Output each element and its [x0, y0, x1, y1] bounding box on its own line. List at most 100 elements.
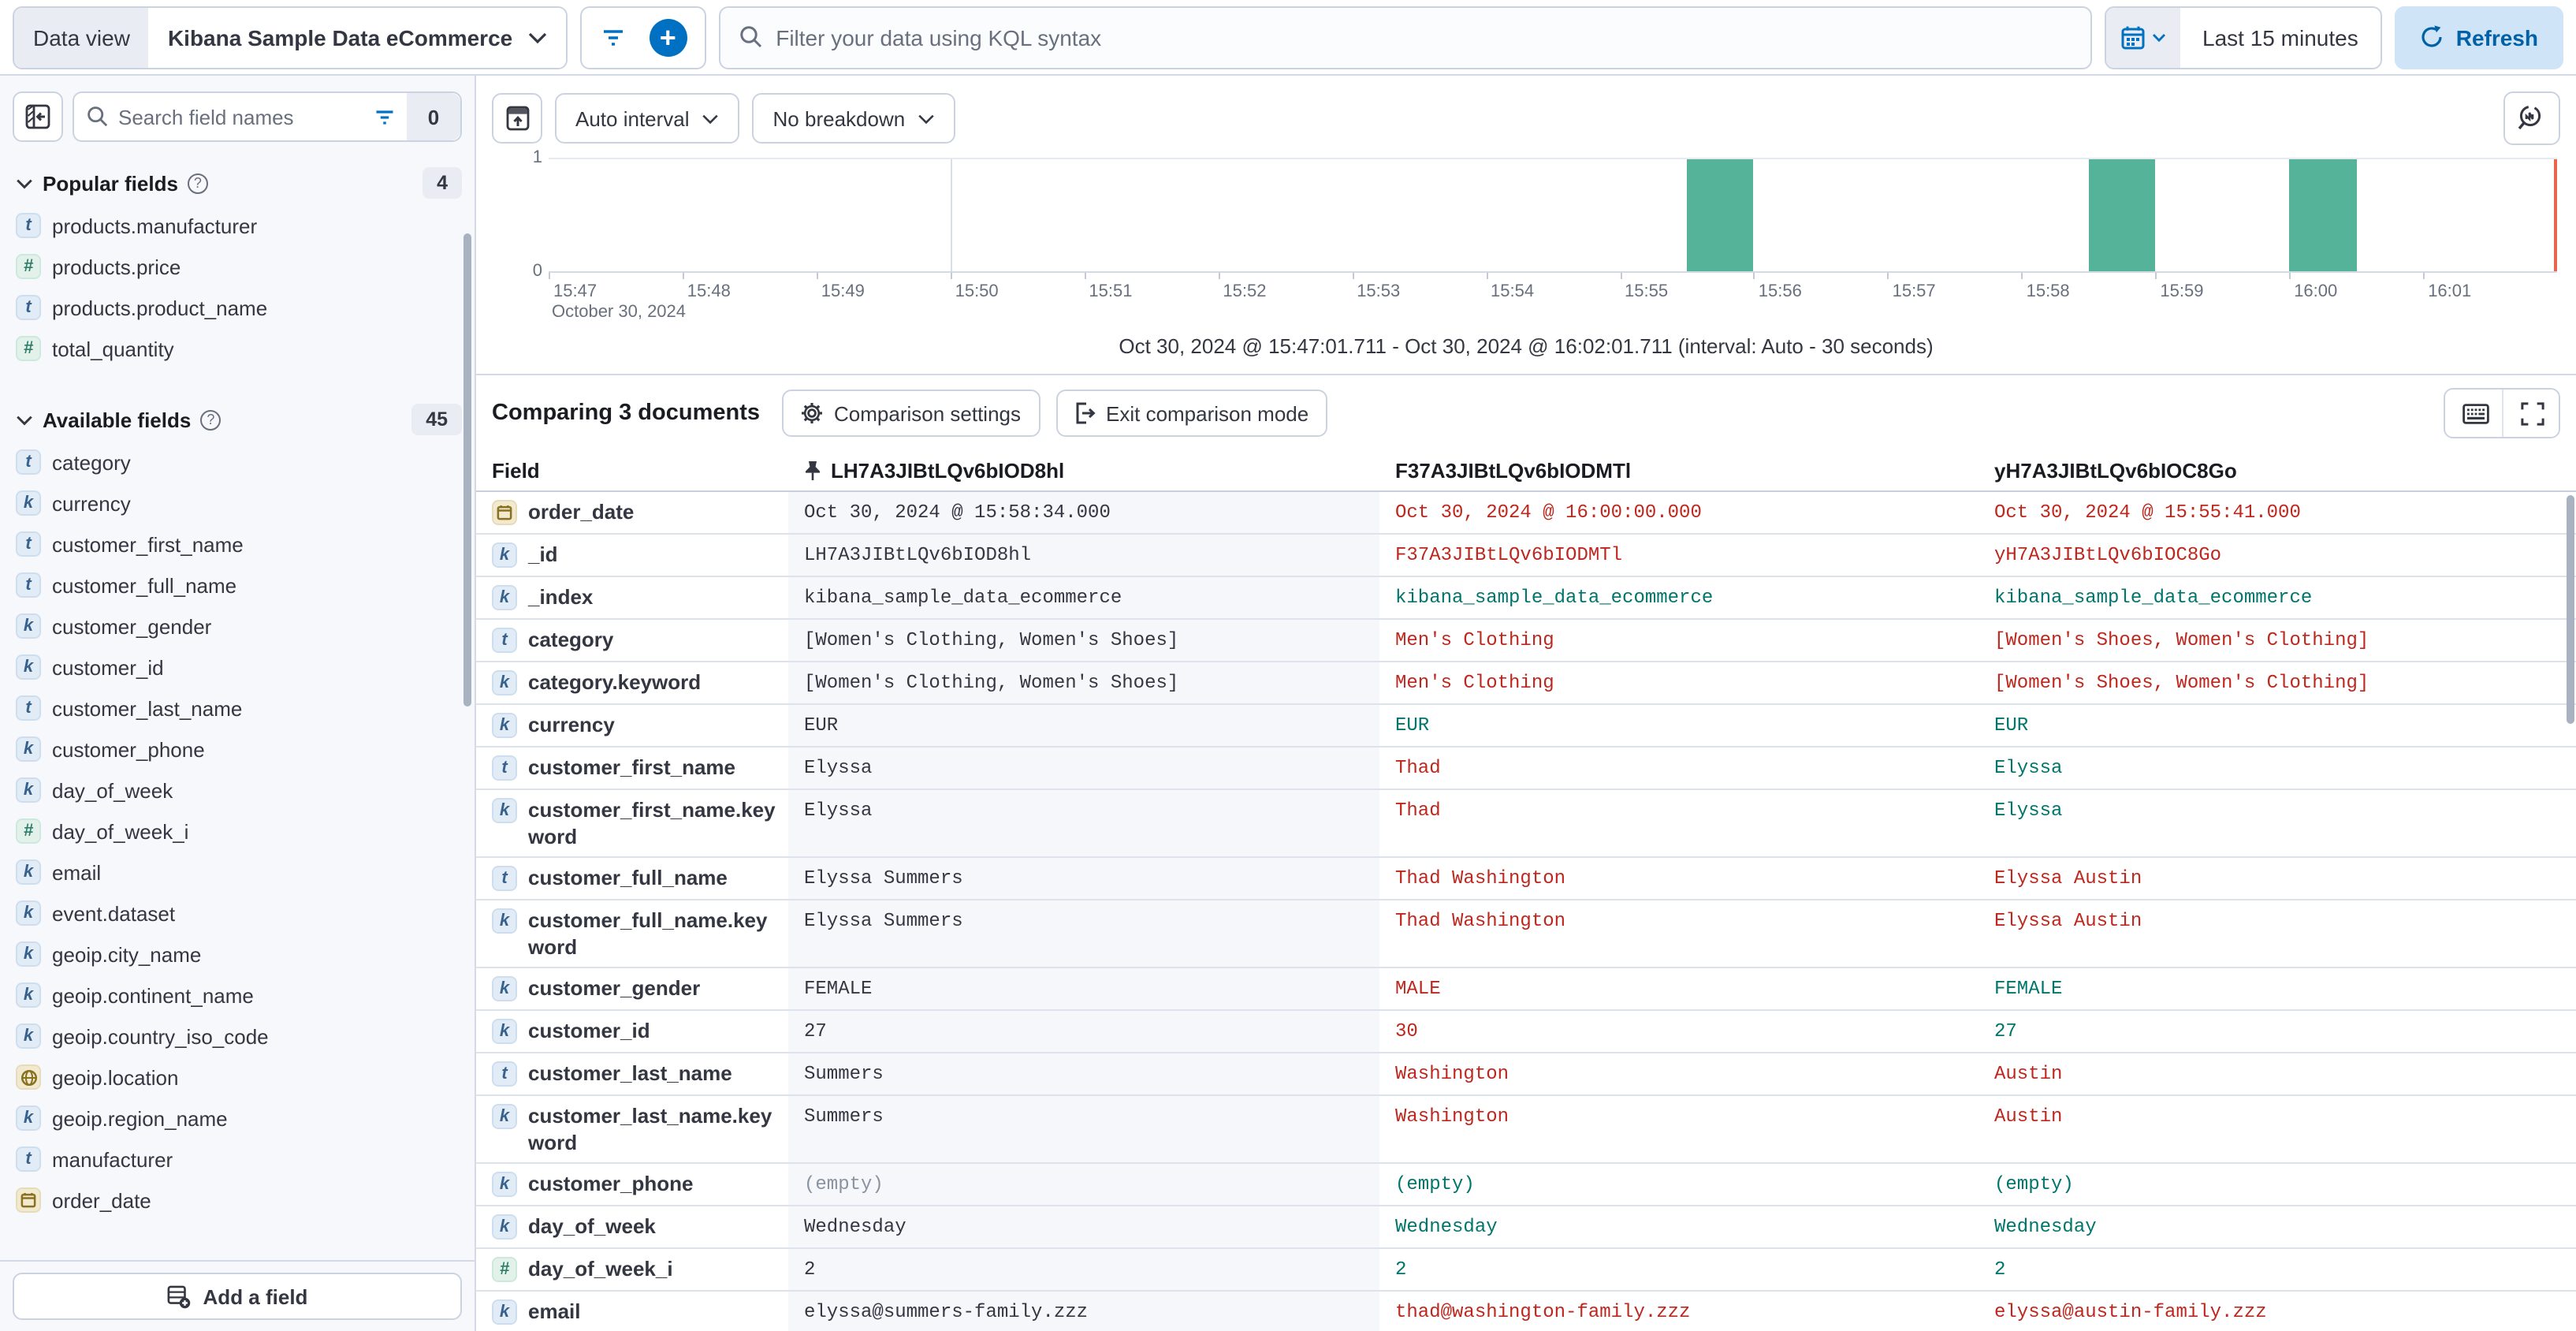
field-list-item[interactable]: # products.price [0, 246, 475, 287]
doc-value-cell[interactable]: Wednesday [1395, 1216, 1498, 1238]
doc-value-cell[interactable]: Washington [1395, 1063, 1509, 1085]
field-list-item[interactable]: k geoip.city_name [0, 934, 475, 975]
field-list-item[interactable]: t category [0, 442, 475, 483]
doc-value-cell[interactable]: Elyssa Austin [1994, 910, 2142, 932]
doc-column-header-pinned[interactable]: LH7A3JIBtLQv6bIOD8hl [788, 451, 1379, 490]
histogram-chart[interactable]: 15:47 15:48 15:49 15:50 15:51 15:52 15:53 15:54… [533, 148, 2557, 322]
doc-value-cell[interactable]: EUR [1994, 714, 2029, 736]
field-filter-icon[interactable] [374, 108, 396, 125]
field-list-item[interactable]: t customer_last_name [0, 688, 475, 729]
pinned-doc-value-cell[interactable]: FEMALE [788, 968, 1379, 1009]
field-list-item[interactable]: k customer_gender [0, 606, 475, 647]
kql-search-bar[interactable]: Filter your data using KQL syntax [719, 6, 2093, 69]
doc-column-header[interactable]: F37A3JIBtLQv6bIODMTl [1395, 459, 1632, 483]
field-name-cell[interactable]: # day_of_week_i [476, 1249, 788, 1290]
pinned-doc-value-cell[interactable]: Elyssa [788, 748, 1379, 789]
doc-value-cell[interactable]: [Women's Shoes, Women's Clothing] [1994, 672, 2369, 694]
field-name-cell[interactable]: k currency [476, 705, 788, 746]
doc-value-cell[interactable]: kibana_sample_data_ecommerce [1994, 587, 2313, 609]
field-list-item[interactable]: k geoip.country_iso_code [0, 1016, 475, 1057]
field-name-cell[interactable]: k customer_phone [476, 1164, 788, 1205]
refresh-button[interactable]: Refresh [2394, 6, 2563, 69]
doc-value-cell[interactable]: Elyssa Austin [1994, 867, 2142, 889]
field-list-item[interactable]: k email [0, 852, 475, 893]
doc-value-cell[interactable]: kibana_sample_data_ecommerce [1395, 587, 1714, 609]
doc-column-header[interactable]: yH7A3JIBtLQv6bIOC8Go [1994, 459, 2237, 483]
field-name-cell[interactable]: k customer_id [476, 1011, 788, 1052]
doc-value-cell[interactable]: Wednesday [1994, 1216, 2097, 1238]
field-name-cell[interactable]: k day_of_week [476, 1206, 788, 1247]
field-list-item[interactable]: k event.dataset [0, 893, 475, 934]
table-scrollbar[interactable] [2567, 495, 2574, 724]
doc-value-cell[interactable]: Elyssa [1994, 800, 2063, 822]
doc-value-cell[interactable]: EUR [1395, 714, 1430, 736]
field-list-item[interactable]: k customer_id [0, 647, 475, 688]
field-list-item[interactable]: # day_of_week_i [0, 811, 475, 852]
pinned-doc-value-cell[interactable]: Elyssa [788, 790, 1379, 856]
field-list-item[interactable]: k geoip.continent_name [0, 975, 475, 1016]
field-list-item[interactable]: k geoip.region_name [0, 1098, 475, 1139]
breakdown-dropdown[interactable]: No breakdown [752, 93, 956, 144]
hide-chart-button[interactable] [492, 93, 542, 144]
doc-value-cell[interactable]: elyssa@austin-family.zzz [1994, 1301, 2267, 1323]
doc-value-cell[interactable]: FEMALE [1994, 978, 2063, 1000]
field-list-item[interactable]: t products.manufacturer [0, 205, 475, 246]
fullscreen-button[interactable] [2502, 390, 2559, 437]
doc-value-cell[interactable]: (empty) [1994, 1173, 2074, 1195]
interval-dropdown[interactable]: Auto interval [555, 93, 740, 144]
doc-value-cell[interactable]: F37A3JIBtLQv6bIODMTl [1395, 544, 1623, 566]
comparison-settings-button[interactable]: Comparison settings [782, 390, 1040, 437]
doc-value-cell[interactable]: 2 [1395, 1258, 1407, 1281]
doc-value-cell[interactable]: Oct 30, 2024 @ 15:55:41.000 [1994, 501, 2301, 524]
field-list-item[interactable]: t products.product_name [0, 287, 475, 328]
doc-value-cell[interactable]: MALE [1395, 978, 1441, 1000]
doc-value-cell[interactable]: Thad [1395, 757, 1441, 779]
doc-value-cell[interactable]: yH7A3JIBtLQv6bIOC8Go [1994, 544, 2222, 566]
doc-value-cell[interactable]: Oct 30, 2024 @ 16:00:00.000 [1395, 501, 1702, 524]
exit-comparison-button[interactable]: Exit comparison mode [1055, 390, 1328, 437]
field-name-cell[interactable]: t customer_last_name [476, 1053, 788, 1094]
edit-visualization-button[interactable] [2503, 91, 2560, 145]
add-filter-icon[interactable]: + [649, 18, 687, 56]
field-list-item[interactable]: # total_quantity [0, 328, 475, 369]
pinned-doc-value-cell[interactable]: (empty) [788, 1164, 1379, 1205]
pinned-doc-value-cell[interactable]: 27 [788, 1011, 1379, 1052]
doc-value-cell[interactable]: Thad Washington [1395, 867, 1566, 889]
pinned-doc-value-cell[interactable]: 2 [788, 1249, 1379, 1290]
doc-value-cell[interactable]: Men's Clothing [1395, 629, 1554, 651]
field-name-cell[interactable]: t customer_full_name [476, 858, 788, 899]
doc-value-cell[interactable]: Austin [1994, 1105, 2063, 1128]
field-list-item[interactable]: order_date [0, 1180, 475, 1221]
field-list-item[interactable]: k day_of_week [0, 770, 475, 811]
sidebar-scrollbar[interactable] [463, 233, 471, 707]
pinned-doc-value-cell[interactable]: [Women's Clothing, Women's Shoes] [788, 620, 1379, 661]
field-list-item[interactable]: k customer_phone [0, 729, 475, 770]
histogram-bar[interactable] [2088, 159, 2156, 271]
field-column-header[interactable]: Field [492, 459, 540, 483]
field-list-item[interactable]: k currency [0, 483, 475, 524]
field-name-cell[interactable]: k email [476, 1292, 788, 1331]
add-field-button[interactable]: Add a field [13, 1273, 462, 1320]
field-name-cell[interactable]: k customer_last_name.keyword [476, 1096, 788, 1162]
field-name-cell[interactable]: k _index [476, 577, 788, 618]
field-list-item[interactable]: t manufacturer [0, 1139, 475, 1180]
field-name-cell[interactable]: order_date [476, 492, 788, 533]
filter-icon[interactable] [600, 28, 625, 47]
field-name-cell[interactable]: k _id [476, 535, 788, 576]
pinned-doc-value-cell[interactable]: kibana_sample_data_ecommerce [788, 577, 1379, 618]
field-name-cell[interactable]: k customer_full_name.keyword [476, 900, 788, 967]
date-picker-button[interactable] [2106, 7, 2181, 67]
pinned-doc-value-cell[interactable]: Oct 30, 2024 @ 15:58:34.000 [788, 492, 1379, 533]
keyboard-shortcuts-button[interactable] [2445, 390, 2502, 437]
field-name-cell[interactable]: k category.keyword [476, 662, 788, 703]
doc-value-cell[interactable]: 30 [1395, 1020, 1418, 1042]
data-view-picker[interactable]: Data view Kibana Sample Data eCommerce [13, 6, 568, 69]
pinned-doc-value-cell[interactable]: LH7A3JIBtLQv6bIOD8hl [788, 535, 1379, 576]
field-list-item[interactable]: t customer_full_name [0, 565, 475, 606]
doc-value-cell[interactable]: 27 [1994, 1020, 2017, 1042]
doc-value-cell[interactable]: [Women's Shoes, Women's Clothing] [1994, 629, 2369, 651]
doc-value-cell[interactable]: (empty) [1395, 1173, 1475, 1195]
search-field-names-input[interactable]: Search field names 0 [73, 91, 462, 142]
available-fields-header[interactable]: Available fields ? 45 [0, 391, 475, 442]
pinned-doc-value-cell[interactable]: Wednesday [788, 1206, 1379, 1247]
